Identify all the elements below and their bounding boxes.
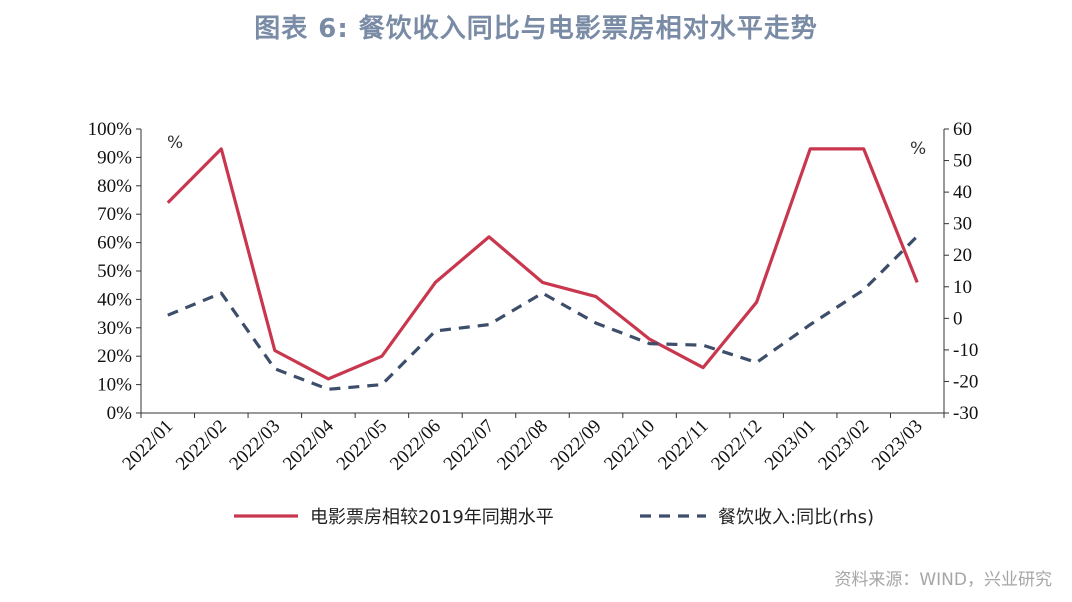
x-tick-label: 2023/03 [868,416,927,475]
x-tick-label: 2022/03 [225,416,284,475]
x-tick-label: 2022/01 [118,416,177,475]
series-line-dashed [167,235,919,391]
left-tick-label: 50% [97,261,132,282]
legend: 电影票房相较2019年同期水平 餐饮收入:同比(rhs) [234,507,874,528]
right-tick-label: 0 [953,308,963,329]
chart-title: 图表 6: 餐饮收入同比与电影票房相对水平走势 [254,14,818,44]
left-tick-label: 100% [88,119,133,140]
right-tick-label: -10 [953,340,978,361]
x-tick-label: 2022/04 [279,415,338,474]
legend-label: 电影票房相较2019年同期水平 [310,507,554,528]
x-tick-label: 2022/08 [493,416,552,475]
x-tick-label: 2022/07 [440,416,499,475]
left-tick-label: 0% [107,403,133,424]
x-tick-label: 2022/12 [707,416,766,475]
series-lines [166,147,919,391]
left-tick-label: 70% [97,204,132,225]
right-tick-label: 60 [953,119,972,140]
axes [140,129,945,414]
x-tick-label: 2023/02 [814,416,873,475]
x-tick-label: 2022/10 [600,416,659,475]
x-tick-label: 2022/06 [386,416,445,475]
left-tick-label: 60% [97,233,132,254]
right-tick-label: 10 [953,277,972,298]
x-tick-label: 2022/05 [333,416,392,475]
left-tick-label: 90% [97,147,132,168]
x-tick-label: 2022/09 [547,416,606,475]
source-note: 资料来源：WIND，兴业研究 [834,570,1052,590]
series-line-solid [166,147,919,381]
left-tick-label: 20% [97,346,132,367]
left-axis-unit-label: % [167,133,183,153]
right-tick-label: 20 [953,245,972,266]
right-tick-label: 50 [953,151,972,172]
x-tick-label: 2022/11 [654,416,712,474]
right-axis-unit-label: % [910,139,926,159]
right-tick-label: -20 [953,371,978,392]
right-tick-label: 30 [953,214,972,235]
left-tick-label: 80% [97,176,132,197]
left-tick-label: 40% [97,289,132,310]
axis-ticks: 0%10%20%30%40%50%60%70%80%90%100%-30-20-… [88,119,979,475]
left-tick-label: 30% [97,318,132,339]
x-tick-label: 2023/01 [761,416,820,475]
x-tick-label: 2022/02 [172,416,231,475]
right-tick-label: 40 [953,182,972,203]
legend-label: 餐饮收入:同比(rhs) [718,507,874,528]
right-tick-label: -30 [953,403,978,424]
left-tick-label: 10% [97,375,132,396]
